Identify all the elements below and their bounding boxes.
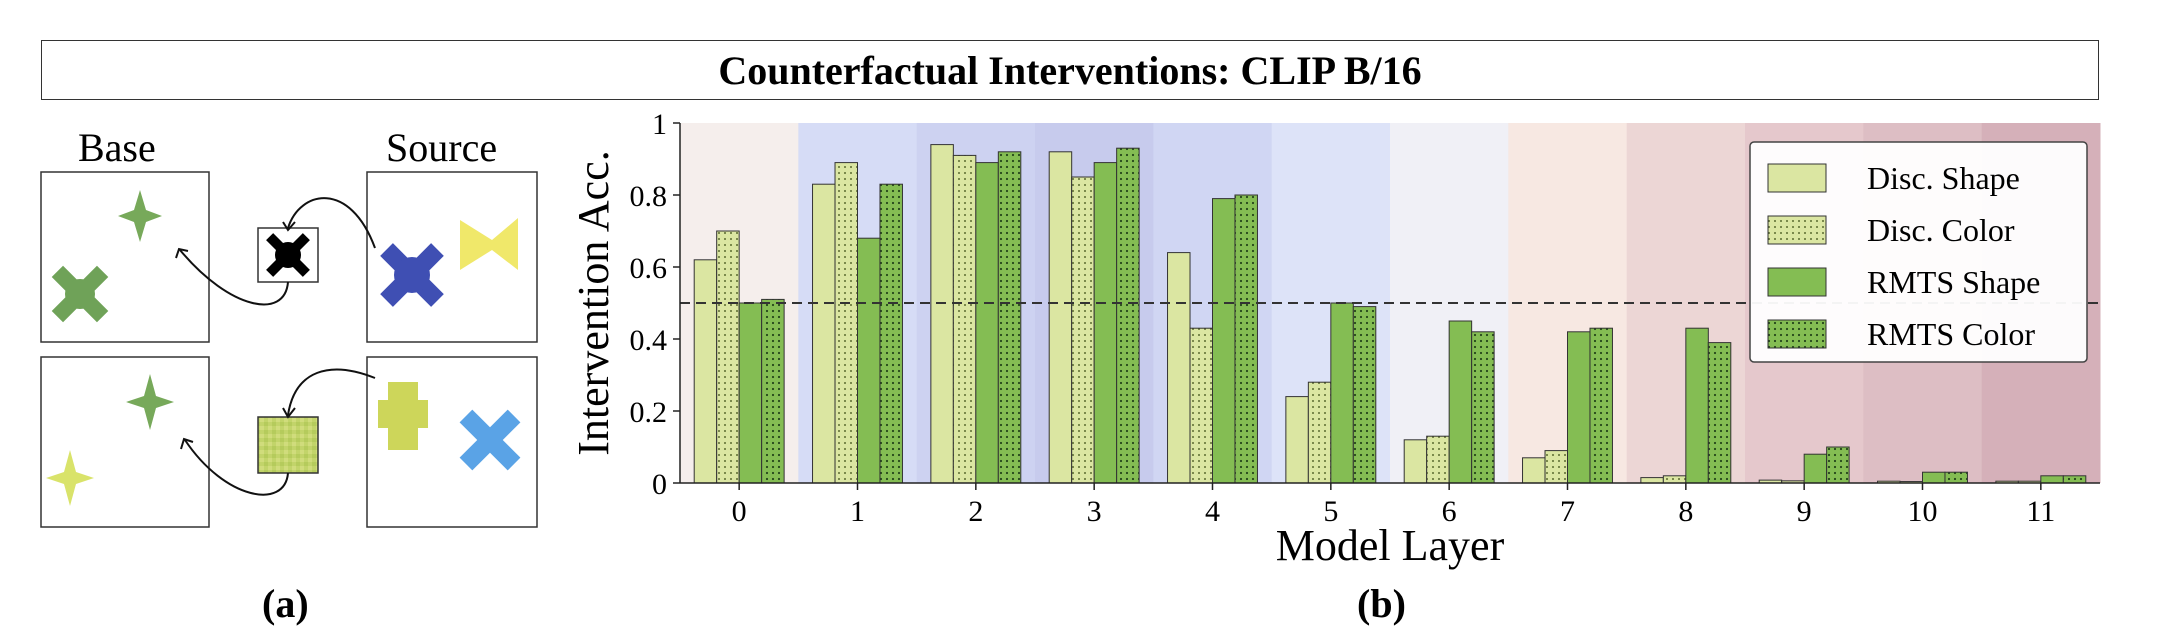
bar-rmts-shape-layer-4 bbox=[1212, 198, 1236, 484]
bar-disc-color-layer-8 bbox=[1662, 475, 1687, 484]
x-tick-label: 10 bbox=[1908, 495, 1938, 528]
y-tick-label: 0 bbox=[652, 468, 667, 501]
legend-swatch bbox=[1767, 319, 1827, 349]
bar-disc-shape-layer-3 bbox=[1048, 151, 1073, 484]
bar-rmts-color-layer-10 bbox=[1944, 471, 1968, 484]
bar-rmts-color-layer-5 bbox=[1352, 306, 1377, 484]
panel-b-sub-label: (b) bbox=[1357, 581, 1406, 626]
bar-rmts-color-layer-9 bbox=[1826, 446, 1850, 484]
bar-rmts-shape-layer-9 bbox=[1803, 453, 1828, 484]
panel-a-sub-label: (a) bbox=[262, 581, 309, 626]
yellow-plus-shape bbox=[378, 382, 428, 450]
bar-disc-shape-layer-4 bbox=[1167, 252, 1191, 484]
bar-rmts-shape-layer-6 bbox=[1448, 320, 1473, 484]
bar-disc-shape-layer-6 bbox=[1403, 439, 1428, 484]
bar-disc-color-layer-5 bbox=[1307, 381, 1332, 484]
bar-disc-shape-layer-8 bbox=[1640, 477, 1664, 484]
bar-rmts-shape-layer-0 bbox=[738, 302, 763, 484]
y-tick-label: 0.2 bbox=[630, 396, 668, 429]
bar-rmts-shape-layer-3 bbox=[1093, 162, 1118, 484]
x-tick-label: 4 bbox=[1205, 495, 1220, 528]
x-tick-label: 5 bbox=[1323, 495, 1338, 528]
blue-cross-shape bbox=[380, 243, 444, 307]
figure-title: Counterfactual Interventions: CLIP B/16 bbox=[41, 40, 2099, 100]
green-star-shape bbox=[118, 190, 162, 242]
y-tick-label: 0.4 bbox=[630, 324, 668, 357]
bar-disc-shape-layer-7 bbox=[1522, 457, 1546, 484]
legend-label: RMTS Color bbox=[1867, 316, 2035, 352]
bar-rmts-shape-layer-8 bbox=[1685, 327, 1709, 484]
bar-disc-shape-layer-0 bbox=[693, 259, 718, 484]
yellow-star-shape bbox=[46, 450, 94, 506]
intervention-token-bottom bbox=[257, 416, 319, 474]
arrow-source-to-token-top bbox=[287, 197, 376, 249]
bar-rmts-shape-layer-11 bbox=[2040, 475, 2064, 484]
bar-disc-shape-layer-1 bbox=[812, 183, 836, 484]
y-tick-label: 1 bbox=[652, 110, 667, 141]
bar-rmts-color-layer-2 bbox=[997, 151, 1022, 484]
legend-label: Disc. Shape bbox=[1867, 160, 2020, 196]
bar-rmts-color-layer-7 bbox=[1589, 327, 1613, 484]
source-label: Source bbox=[386, 125, 498, 170]
x-tick-label: 1 bbox=[850, 495, 865, 528]
x-tick-label: 3 bbox=[1087, 495, 1102, 528]
arrow-token-to-base-bottom bbox=[184, 439, 289, 496]
intervention-diagram bbox=[40, 171, 538, 528]
y-tick-label: 0.8 bbox=[630, 180, 668, 213]
bar-rmts-color-layer-1 bbox=[879, 183, 903, 484]
bar-rmts-color-layer-11 bbox=[2062, 475, 2087, 484]
legend-frame bbox=[1749, 141, 2088, 363]
bar-rmts-color-layer-4 bbox=[1234, 194, 1258, 484]
legend-label: Disc. Color bbox=[1867, 212, 2015, 248]
bar-rmts-color-layer-8 bbox=[1707, 342, 1732, 484]
legend-swatch bbox=[1767, 215, 1827, 245]
bar-rmts-shape-layer-1 bbox=[857, 237, 881, 484]
legend-label: RMTS Shape bbox=[1867, 264, 2040, 300]
bar-disc-color-layer-6 bbox=[1426, 435, 1450, 484]
bar-rmts-shape-layer-5 bbox=[1330, 302, 1354, 484]
y-tick-label: 0.6 bbox=[630, 252, 668, 285]
bar-disc-color-layer-4 bbox=[1189, 327, 1213, 484]
x-tick-label: 7 bbox=[1560, 495, 1575, 528]
bar-rmts-shape-layer-10 bbox=[1922, 471, 1946, 484]
bar-disc-shape-layer-2 bbox=[930, 144, 954, 484]
bar-disc-color-layer-7 bbox=[1544, 450, 1568, 484]
chart-legend: Disc. Shape Disc. Color RMTS Shape RMTS Col… bbox=[1749, 141, 2088, 363]
green-star-shape-bottom bbox=[126, 374, 174, 430]
bar-rmts-color-layer-6 bbox=[1471, 331, 1495, 484]
lightblue-cross-shape bbox=[459, 409, 521, 471]
x-tick-label: 9 bbox=[1797, 495, 1812, 528]
bar-disc-color-layer-2 bbox=[952, 154, 977, 484]
x-tick-label: 2 bbox=[968, 495, 983, 528]
bar-rmts-shape-layer-2 bbox=[975, 162, 999, 484]
legend-swatch bbox=[1767, 163, 1827, 193]
bar-disc-color-layer-1 bbox=[834, 162, 858, 484]
x-tick-label: 8 bbox=[1678, 495, 1693, 528]
x-tick-label: 6 bbox=[1442, 495, 1457, 528]
x-tick-label: 0 bbox=[732, 495, 747, 528]
bar-disc-color-layer-0 bbox=[716, 230, 740, 484]
y-axis-label: Intervention Acc. bbox=[569, 150, 618, 455]
bar-rmts-color-layer-3 bbox=[1116, 147, 1140, 484]
panel-a-illustration: Base Source bbox=[0, 110, 570, 640]
bar-rmts-color-layer-0 bbox=[761, 298, 785, 484]
yellow-bowtie-shape bbox=[460, 218, 518, 270]
x-tick-label: 11 bbox=[2026, 495, 2055, 528]
base-label: Base bbox=[78, 125, 156, 170]
legend-swatch bbox=[1767, 267, 1827, 297]
x-axis-label: Model Layer bbox=[1276, 521, 1505, 570]
arrow-token-to-base-top bbox=[179, 249, 289, 306]
bar-rmts-shape-layer-7 bbox=[1567, 331, 1591, 484]
arrow-source-to-token-bottom bbox=[287, 368, 376, 416]
bar-disc-shape-layer-5 bbox=[1285, 396, 1309, 484]
green-cross-shape bbox=[51, 265, 109, 323]
bar-disc-color-layer-3 bbox=[1071, 176, 1095, 484]
panel-b-chart: 0 0.2 0.4 0.6 0.8 1 0 1 2 3 4 5 6 7 8 9 10 11 Model Layer I… bbox=[560, 110, 2164, 640]
